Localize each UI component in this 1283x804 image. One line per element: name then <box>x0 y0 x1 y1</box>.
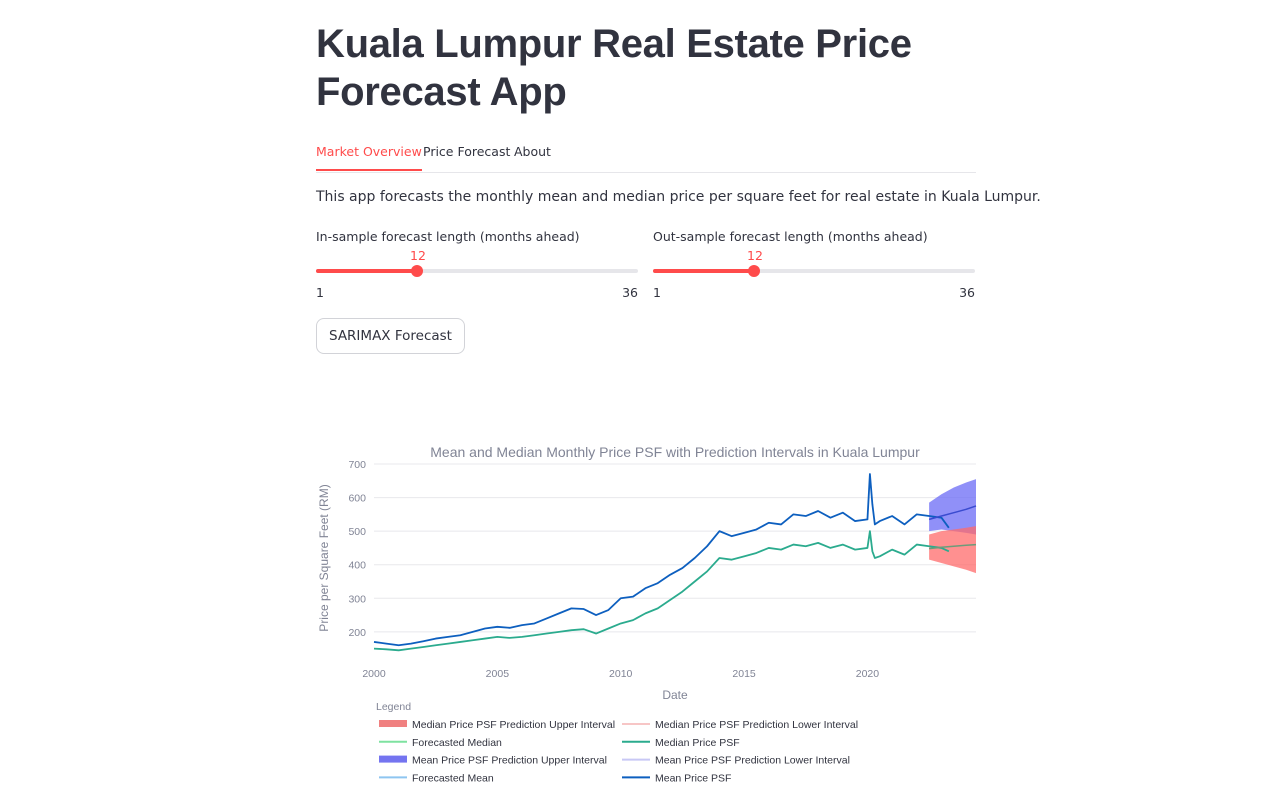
forecast-chart: Mean and Median Monthly Price PSF with P… <box>306 435 986 800</box>
tab-price-forecast[interactable]: Price Forecast <box>423 144 511 159</box>
legend-item-label: Mean Price PSF Prediction Upper Interval <box>412 755 607 767</box>
y-tick-label: 200 <box>348 627 366 639</box>
legend-swatch <box>379 755 407 763</box>
sarimax-forecast-button[interactable]: SARIMAX Forecast <box>316 318 465 354</box>
in-sample-slider-track[interactable] <box>316 269 638 273</box>
in-sample-slider-min: 1 <box>316 285 324 300</box>
tab-bar: Market Overview Price Forecast About <box>316 140 976 173</box>
in-sample-slider-label: In-sample forecast length (months ahead) <box>316 229 580 244</box>
in-sample-slider-value: 12 <box>410 248 426 263</box>
in-sample-slider-thumb[interactable] <box>411 265 423 277</box>
out-sample-slider-label: Out-sample forecast length (months ahead… <box>653 229 928 244</box>
x-tick-label: 2010 <box>609 668 633 680</box>
in-sample-slider-fill <box>316 269 417 273</box>
out-sample-slider-thumb[interactable] <box>748 265 760 277</box>
chart-title: Mean and Median Monthly Price PSF with P… <box>430 444 920 460</box>
y-axis-label: Price per Square Feet (RM) <box>317 484 331 631</box>
out-sample-slider[interactable]: Out-sample forecast length (months ahead… <box>653 229 975 309</box>
x-tick-label: 2020 <box>856 668 880 680</box>
y-tick-label: 600 <box>348 493 366 505</box>
page-title: Kuala Lumpur Real Estate Price Forecast … <box>316 22 912 114</box>
median-prediction-band <box>929 526 976 574</box>
legend-item-label: Mean Price PSF <box>655 772 731 784</box>
legend-item-label: Median Price PSF <box>655 737 740 749</box>
out-sample-slider-fill <box>653 269 754 273</box>
legend-title: Legend <box>376 701 411 713</box>
forecast-chart-svg: Mean and Median Monthly Price PSF with P… <box>317 444 977 784</box>
y-tick-label: 700 <box>348 459 366 471</box>
app-description: This app forecasts the monthly mean and … <box>316 189 1041 205</box>
legend-item-label: Median Price PSF Prediction Lower Interv… <box>655 719 858 731</box>
y-tick-label: 400 <box>348 560 366 572</box>
in-sample-slider-max: 36 <box>622 285 638 300</box>
x-tick-label: 2015 <box>732 668 756 680</box>
out-sample-slider-max: 36 <box>959 285 975 300</box>
forecasted-median-line <box>929 543 977 550</box>
tab-about[interactable]: About <box>514 144 551 159</box>
out-sample-slider-min: 1 <box>653 285 661 300</box>
tab-market-overview[interactable]: Market Overview <box>316 144 422 171</box>
legend-item-label: Forecasted Mean <box>412 772 494 784</box>
out-sample-slider-value: 12 <box>747 248 763 263</box>
legend-item-label: Mean Price PSF Prediction Lower Interval <box>655 755 850 767</box>
legend-item-label: Forecasted Median <box>412 737 502 749</box>
y-tick-label: 300 <box>348 593 366 605</box>
mean-price-line <box>373 473 950 647</box>
mean-prediction-band <box>929 479 976 535</box>
forecasted-mean-line <box>928 505 977 521</box>
median-price-line <box>373 530 950 652</box>
legend-swatch <box>379 720 407 727</box>
x-axis-label: Date <box>662 688 688 702</box>
out-sample-slider-track[interactable] <box>653 269 975 273</box>
x-tick-label: 2000 <box>362 668 386 680</box>
y-tick-label: 500 <box>348 526 366 538</box>
legend-item-label: Median Price PSF Prediction Upper Interv… <box>412 719 615 731</box>
in-sample-slider[interactable]: In-sample forecast length (months ahead)… <box>316 229 638 309</box>
x-tick-label: 2005 <box>486 668 510 680</box>
